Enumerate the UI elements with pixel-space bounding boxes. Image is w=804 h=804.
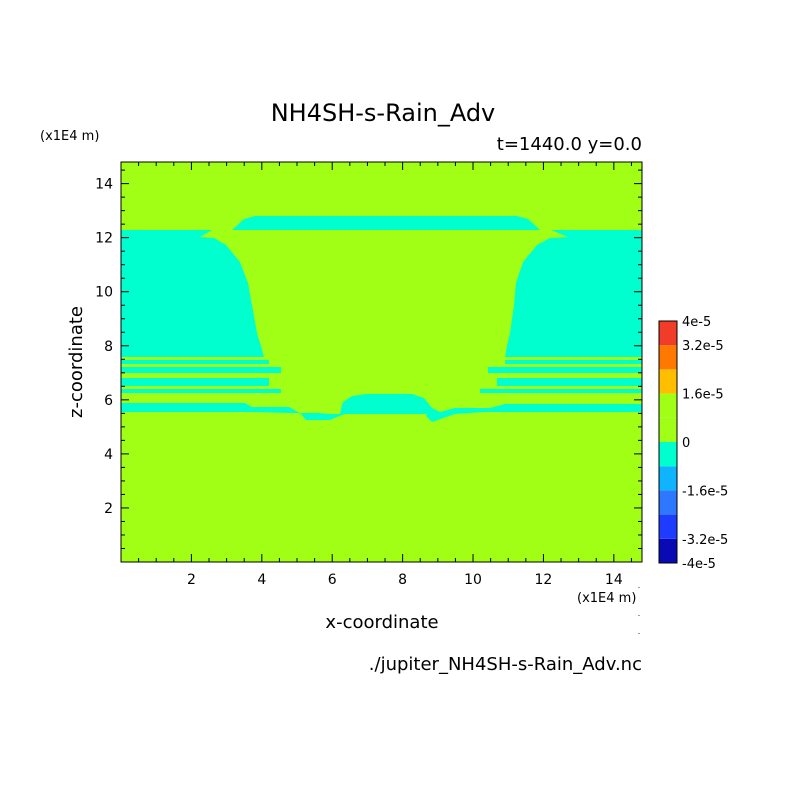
colorbar-label: -3.2e-5 [682,533,728,548]
colorbar-label: 3.2e-5 [682,339,724,354]
y-axis-ticks: 2 4 6 8 10 12 14 [95,169,642,549]
y-tick-label: 10 [95,285,113,301]
negative-strip-left-3 [121,378,269,386]
y-tick-label: 12 [95,231,113,247]
colorbar-band [659,466,677,491]
marker-dot: ˙ [637,615,642,625]
x-tick-label: 10 [464,572,482,588]
x-axis-label: x-coordinate [325,612,438,633]
negative-strip-right-3 [497,378,642,386]
chart-subtitle: t=1440.0 y=0.0 [497,134,642,155]
colorbar-band [659,345,677,370]
plot-frame [120,161,643,563]
plot-area: 2 4 6 8 10 12 14 2 4 6 8 10 12 14 [95,161,643,588]
colorbar-band [659,417,677,442]
colorbar-band [659,442,677,467]
y-tick-label: 8 [104,339,113,355]
x-tick-label: 2 [187,572,196,588]
negative-strip-left-2 [121,367,281,373]
negative-region-top-strip [232,216,540,230]
colorbar-label: -1.6e-5 [682,484,728,499]
x-tick-label: 4 [257,572,266,588]
colorbar-frame [658,320,678,564]
y-axis-unit: (x1E4 m) [40,129,99,144]
negative-strip-left-4 [121,389,281,393]
negative-strip-right-4 [480,389,642,393]
source-filename: ./jupiter_NH4SH-s-Rain_Adv.nc [369,654,642,675]
negative-strip-right-1 [505,360,642,364]
colorbar-label: 1.6e-5 [682,388,724,403]
colorbar-band [659,514,677,539]
x-tick-label: 6 [328,572,337,588]
chart-title: NH4SH-s-Rain_Adv [271,99,496,127]
x-tick-label: 8 [398,572,407,588]
negative-strip-left-1 [121,360,269,364]
y-tick-label: 2 [104,501,113,517]
marker-dot: ˙ [637,587,642,597]
colorbar-band [659,393,677,418]
negative-region-upper-left [121,230,264,357]
negative-region-center-blob [340,394,432,414]
x-axis-ticks: 2 4 6 8 10 12 14 [138,162,632,588]
negative-region-upper-right [505,230,642,357]
y-tick-label: 6 [104,393,113,409]
colorbar-label: 0 [682,436,690,451]
colorbar-band [659,369,677,394]
y-axis-label: z-coordinate [66,306,87,418]
x-tick-label: 12 [535,572,553,588]
colorbar-label: -4e-5 [682,557,716,572]
negative-strip-right-2 [488,367,642,373]
y-tick-label: 4 [104,447,113,463]
colorbar-band [659,490,677,515]
x-axis-unit: (x1E4 m) [577,591,636,606]
colorbar-label: 4e-5 [682,315,711,330]
colorbar-band [659,321,677,346]
marker-dot: ˙ [637,633,642,643]
colorbar: 4e-5 3.2e-5 1.6e-5 0 -1.6e-5 -3.2e-5 -4e-5 [658,315,728,572]
x-tick-label: 14 [605,572,623,588]
colorbar-band [659,538,677,563]
y-tick-label: 14 [95,177,113,193]
